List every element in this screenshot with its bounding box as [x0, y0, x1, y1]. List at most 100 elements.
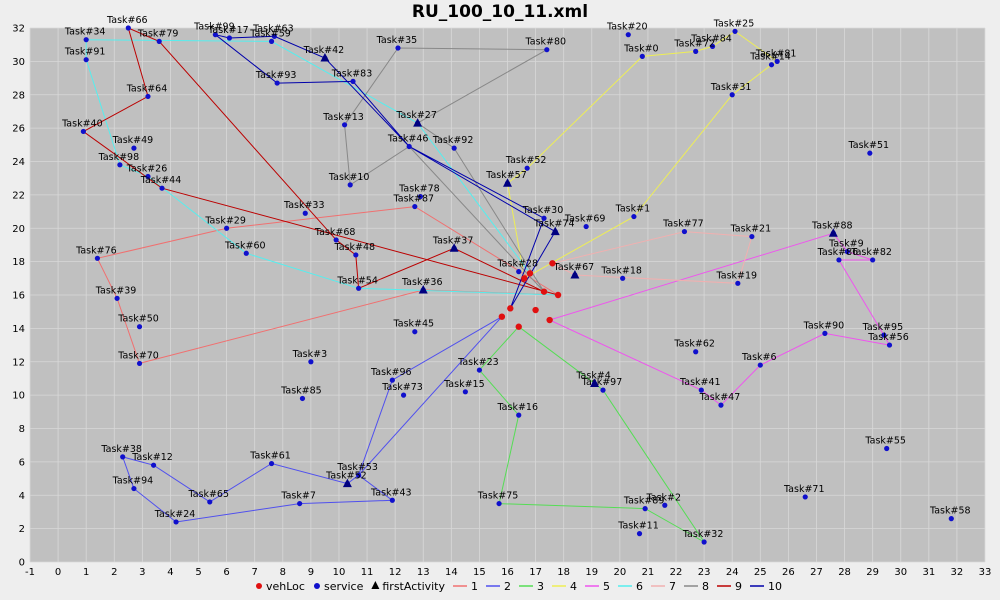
task-label: Task#55 [864, 436, 906, 447]
x-tick-label: 32 [951, 567, 964, 578]
task-label: Task#58 [929, 506, 971, 517]
y-tick-label: 12 [12, 357, 25, 368]
legend-label: 5 [603, 580, 610, 593]
task-label: Task#70 [117, 350, 159, 361]
x-tick-label: 6 [223, 567, 229, 578]
task-label: Task#3 [292, 349, 328, 360]
x-tick-label: 3 [139, 567, 145, 578]
y-tick-label: 26 [12, 124, 25, 135]
y-tick-label: 30 [12, 57, 25, 68]
service-point [356, 285, 362, 291]
x-tick-label: 31 [922, 567, 935, 578]
y-tick-label: 4 [19, 491, 25, 502]
task-label: Task#40 [61, 118, 103, 129]
task-label: Task#46 [387, 133, 429, 144]
service-point [417, 193, 424, 200]
task-label: Task#33 [283, 200, 325, 211]
x-tick-label: 22 [670, 567, 683, 578]
task-label: Task#10 [328, 172, 370, 183]
service-point [639, 53, 645, 59]
task-label: Task#0 [623, 43, 659, 54]
task-label: Task#90 [803, 320, 845, 331]
task-label: Task#45 [393, 319, 435, 330]
task-label: Task#64 [126, 83, 168, 94]
service-point [308, 359, 314, 365]
first-activity-marker [550, 226, 560, 236]
vehicle-location [526, 270, 534, 277]
x-tick-label: 28 [838, 567, 851, 578]
y-tick-label: 32 [12, 24, 25, 35]
x-tick-label: 7 [252, 567, 258, 578]
service-point [412, 203, 418, 210]
task-label: Task#79 [137, 28, 179, 39]
service-point [642, 506, 648, 512]
task-label: Task#75 [477, 491, 519, 502]
service-point [274, 80, 280, 86]
service-point [732, 28, 738, 34]
x-tick-label: 17 [529, 567, 542, 578]
service-point [302, 210, 308, 216]
task-label: Task#16 [496, 402, 538, 413]
service-point [271, 33, 277, 39]
task-label: Task#92 [432, 135, 474, 146]
task-label: Task#76 [75, 245, 117, 256]
vehicle-location [507, 305, 514, 312]
service-point [625, 32, 631, 38]
service-point [333, 237, 339, 243]
x-tick-label: 0 [55, 567, 61, 578]
task-label: Task#61 [249, 451, 291, 462]
task-label: Task#82 [850, 247, 892, 258]
service-point [636, 531, 643, 537]
vehicle-location [546, 316, 553, 324]
task-label: Task#41 [679, 377, 721, 388]
x-tick-label: 13 [417, 567, 430, 578]
task-label: Task#23 [457, 357, 499, 368]
task-label: Task#21 [730, 224, 772, 235]
task-label: Task#48 [334, 242, 376, 253]
task-label: Task#95 [862, 322, 904, 333]
task-label: Task#85 [280, 385, 322, 396]
y-tick-label: 18 [12, 257, 25, 268]
service-point [299, 395, 306, 402]
vehicle-location [498, 313, 506, 320]
task-label: Task#99 [193, 22, 235, 33]
service-point [524, 165, 530, 171]
service-point [173, 519, 179, 525]
service-point [544, 47, 550, 53]
task-label: Task#20 [606, 22, 648, 33]
service-point [620, 275, 626, 281]
task-label: Task#29 [204, 215, 246, 226]
service-point [698, 387, 704, 393]
service-point [341, 122, 348, 128]
y-tick-label: 28 [12, 90, 25, 101]
y-tick-label: 8 [19, 424, 25, 435]
service-point [884, 445, 890, 452]
service-point [268, 460, 275, 467]
task-label: Task#30 [522, 205, 564, 216]
service-point [389, 377, 395, 383]
task-label: Task#81 [755, 48, 797, 59]
task-label: Task#19 [716, 270, 758, 281]
legend-label: service [324, 580, 364, 593]
service-point [631, 213, 637, 220]
task-label: Task#34 [64, 27, 106, 38]
service-point [94, 255, 101, 261]
task-label: Task#12 [131, 452, 173, 463]
chart-title: RU_100_10_11.xml [411, 2, 589, 22]
service-point [867, 150, 873, 156]
vehicle-location [554, 291, 562, 299]
task-label: Task#65 [187, 489, 229, 500]
task-label: Task#28 [496, 259, 538, 270]
first-activity-marker [449, 243, 459, 252]
x-tick-label: 14 [445, 567, 458, 578]
service-point [693, 48, 699, 54]
x-tick-label: 8 [280, 567, 286, 578]
y-tick-label: 0 [19, 558, 25, 569]
task-label: Task#66 [106, 15, 148, 26]
task-label: Task#6 [741, 352, 777, 363]
service-point [131, 485, 137, 492]
service-point [757, 362, 763, 368]
first-activity-marker [342, 478, 352, 488]
task-label: Task#14 [749, 52, 791, 63]
service-point [886, 342, 893, 348]
